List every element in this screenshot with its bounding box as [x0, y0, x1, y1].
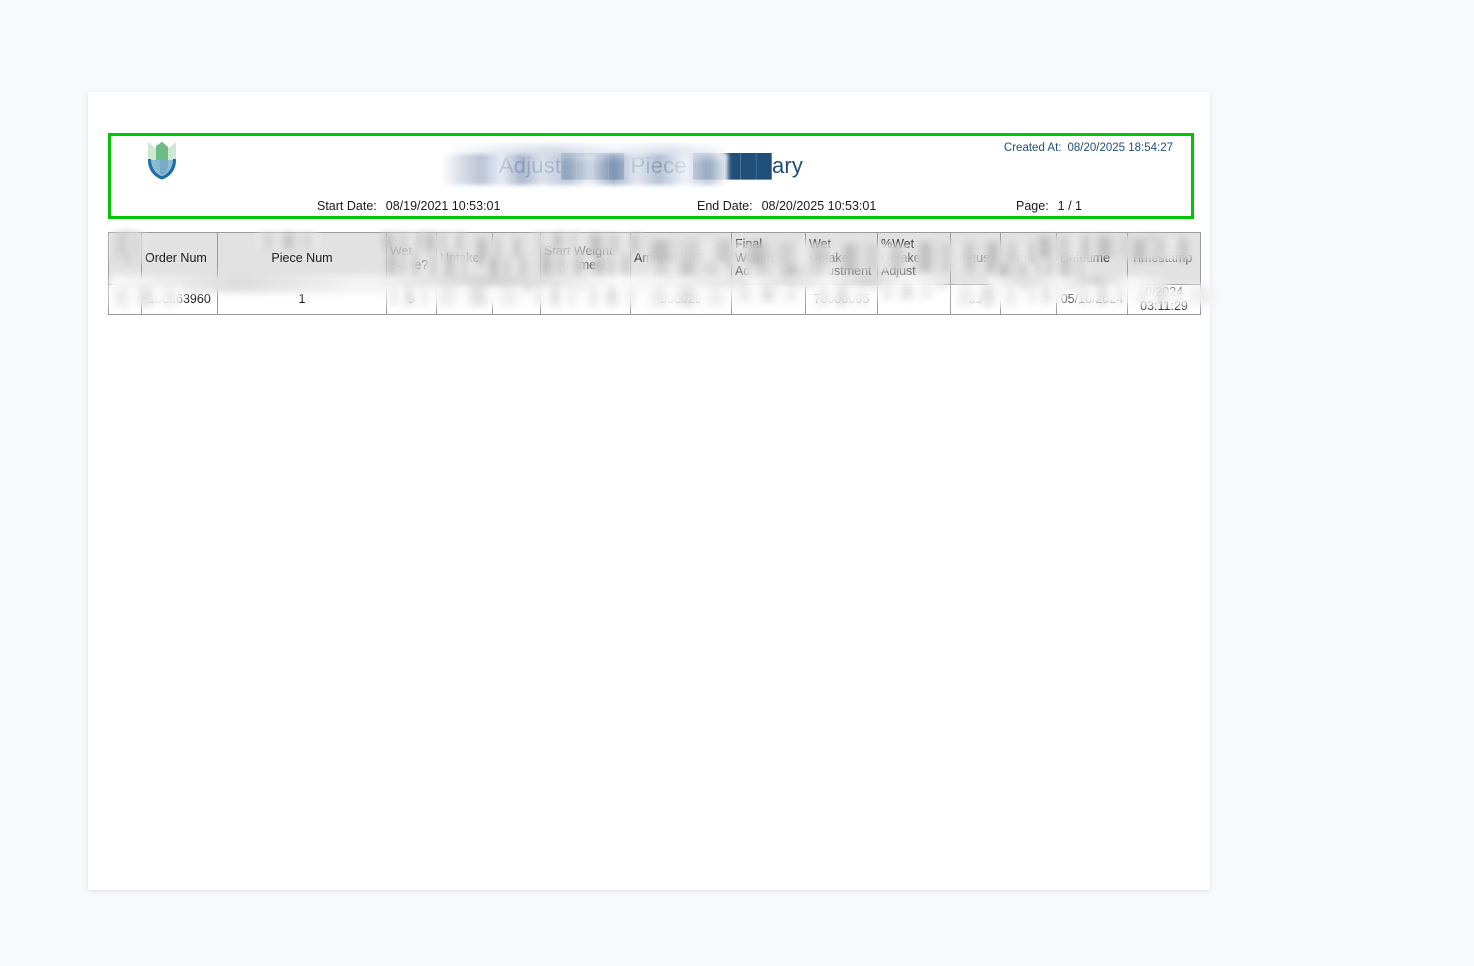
- column-header-c7[interactable]: Amount WC: [630, 232, 732, 285]
- column-header-c5[interactable]: [492, 232, 541, 285]
- created-at-value: 08/20/2025 18:54:27: [1067, 142, 1173, 154]
- cell-c2: 1: [217, 284, 387, 315]
- column-header-c11[interactable]: Status: [950, 232, 1001, 285]
- created-at-label: Created At:: [1003, 142, 1062, 154]
- page-value: 1 / 1: [1057, 199, 1082, 213]
- column-header-c14[interactable]: Timestamp: [1127, 232, 1201, 285]
- column-header-c12[interactable]: Name: [1000, 232, 1057, 285]
- column-header-c6[interactable]: Start Weight Adjustment: [540, 232, 631, 285]
- table-body: 100863960 1 9 000029 70000005 33 05/10/2024 0/2…: [108, 284, 1201, 315]
- cell-c14: 0/2024 03:11:29: [1127, 284, 1201, 315]
- start-date-label: Start Date:: [317, 199, 377, 213]
- start-date-field: Start Date: 08/19/2021 10:53:01: [317, 199, 500, 213]
- cell-c9: 70000005: [805, 284, 878, 315]
- column-header-c9[interactable]: Wet Uptake Adjustment: [805, 232, 878, 285]
- page-title: Adjust████ Piece █████ary: [498, 153, 804, 178]
- cell-c13: 05/10/2024: [1056, 284, 1128, 315]
- report-meta-row: Start Date: 08/19/2021 10:53:01 End Date:…: [111, 199, 1191, 215]
- cell-c12: [1000, 284, 1057, 315]
- cell-c10: [877, 284, 951, 315]
- created-at: Created At: 08/20/2025 18:54:27: [1004, 142, 1173, 154]
- end-date-field: End Date: 08/20/2025 10:53:01: [697, 199, 876, 213]
- cell-c0: [108, 284, 142, 315]
- column-header-c2[interactable]: Piece Num: [217, 232, 387, 285]
- cell-c5: [492, 284, 541, 315]
- table-head: Order Num Piece Num Wet Scale? Uptake Start …: [108, 232, 1201, 285]
- table-row[interactable]: 100863960 1 9 000029 70000005 33 05/10/2024 0/2…: [108, 284, 1201, 315]
- column-header-c0[interactable]: [108, 232, 142, 285]
- cell-c7: 000029: [630, 284, 732, 315]
- end-date-value: 08/20/2025 10:53:01: [761, 199, 877, 213]
- column-header-c13[interactable]: Datetime: [1056, 232, 1128, 285]
- cell-c6: [540, 284, 631, 315]
- cell-c3: 9: [386, 284, 437, 315]
- end-date-label: End Date:: [697, 199, 753, 213]
- cell-c11: 33: [950, 284, 1001, 315]
- report-table: Order Num Piece Num Wet Scale? Uptake Start …: [108, 232, 1201, 315]
- column-header-c10[interactable]: %Wet Uptake Adjust: [877, 232, 951, 285]
- cell-c1: 100863960: [141, 284, 218, 315]
- column-header-c4[interactable]: Uptake: [436, 232, 493, 285]
- report-page-sheet: Adjust████ Piece █████ary Created At: 08/…: [88, 92, 1218, 890]
- start-date-value: 08/19/2021 10:53:01: [385, 199, 501, 213]
- column-header-c3[interactable]: Wet Scale?: [386, 232, 437, 285]
- cell-c8: [731, 284, 806, 315]
- shield-leaf-logo-icon: [140, 139, 184, 181]
- cell-c4: [436, 284, 493, 315]
- column-header-c8[interactable]: Final Weight Adjustment: [731, 232, 806, 285]
- column-header-c1[interactable]: Order Num: [141, 232, 218, 285]
- page-label: Page:: [1016, 199, 1049, 213]
- table-header-row: Order Num Piece Num Wet Scale? Uptake Start …: [108, 232, 1201, 285]
- page-number-field: Page: 1 / 1: [1016, 199, 1082, 213]
- report-header-box: Adjust████ Piece █████ary Created At: 08/…: [108, 133, 1194, 219]
